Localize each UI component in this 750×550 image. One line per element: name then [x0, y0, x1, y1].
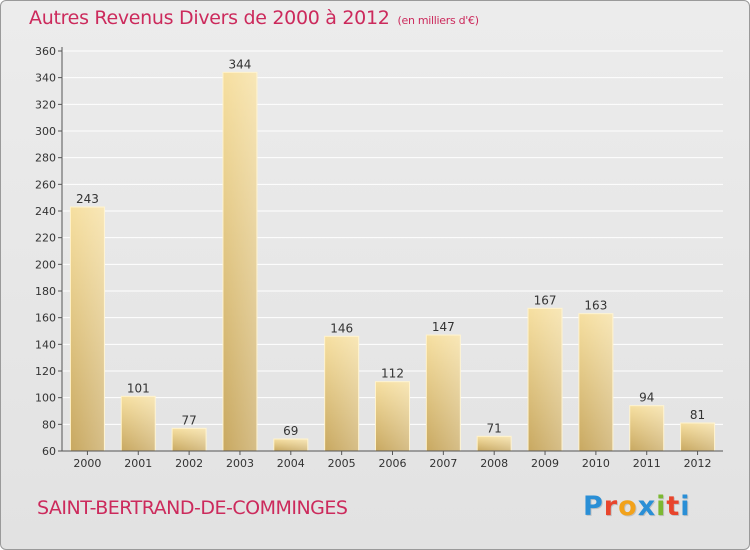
y-axis: 60 80 100 120 140 160 180 200 220 240 260 280 300 320…: [35, 45, 63, 458]
logo-letter: i: [680, 491, 691, 522]
bar-highlight: [528, 308, 563, 451]
data-label: 243: [76, 192, 99, 206]
data-label: 112: [381, 367, 404, 381]
bar-highlight: [222, 72, 257, 451]
x-tick-label: 2002: [175, 457, 203, 470]
x-tick-label: 2011: [633, 457, 661, 470]
logo-letter: r: [603, 491, 619, 522]
y-tick-label: 100: [35, 392, 56, 405]
y-tick-label: 80: [42, 418, 56, 431]
y-tick-label: 280: [35, 152, 56, 165]
data-labels: 243 101 77 344 69 146 112 147 71 167 163 94 81: [76, 57, 705, 438]
chart-subtitle: (en milliers d'€): [397, 14, 479, 27]
y-tick-label: 180: [35, 285, 56, 298]
x-tick-label: 2010: [582, 457, 610, 470]
bars: [69, 71, 716, 452]
x-tick-label: 2005: [328, 457, 356, 470]
logo-letter: P: [583, 491, 604, 522]
bar-highlight: [477, 436, 512, 451]
data-label: 147: [432, 320, 455, 334]
chart-title: Autres Revenus Divers de 2000 à 2012 (en …: [29, 7, 479, 29]
logo-letter: t: [666, 491, 681, 522]
bar-highlight: [426, 335, 461, 451]
x-tick-label: 2000: [73, 457, 101, 470]
y-tick-label: 200: [35, 258, 56, 271]
bar-highlight: [172, 428, 207, 451]
bar-highlight: [121, 396, 156, 451]
bar-highlight: [680, 423, 715, 451]
bar-highlight: [375, 381, 410, 451]
bar-highlight: [629, 405, 664, 451]
data-label: 167: [534, 293, 557, 307]
y-tick-label: 120: [35, 365, 56, 378]
x-axis: 2000 2001 2002 2003 2004 2005 2006 2007 2008 2009…: [62, 450, 723, 470]
bar-highlight: [578, 313, 613, 451]
bar-highlight: [70, 207, 105, 451]
x-tick-label: 2001: [124, 457, 152, 470]
logo-letter: x: [637, 491, 657, 522]
y-tick-label: 300: [35, 125, 56, 138]
bar-highlight: [273, 439, 308, 451]
bar-highlight: [324, 336, 359, 451]
commune-name: SAINT-BERTRAND-DE-COMMINGES: [37, 497, 348, 519]
x-tick-label: 2003: [226, 457, 254, 470]
proxiti-logo[interactable]: Proxiti: [583, 491, 691, 522]
data-label: 101: [127, 381, 150, 395]
x-tick-label: 2007: [429, 457, 457, 470]
x-tick-label: 2004: [277, 457, 305, 470]
y-tick-label: 140: [35, 338, 56, 351]
x-tick-label: 2006: [379, 457, 407, 470]
data-label: 146: [330, 321, 353, 335]
y-tick-label: 340: [35, 72, 56, 85]
data-label: 69: [283, 424, 298, 438]
y-tick-label: 260: [35, 178, 56, 191]
x-tick-label: 2012: [684, 457, 712, 470]
data-label: 71: [487, 421, 502, 435]
data-label: 77: [181, 413, 196, 427]
x-tick-label: 2009: [531, 457, 559, 470]
y-tick-label: 360: [35, 45, 56, 58]
y-tick-label: 320: [35, 98, 56, 111]
y-tick-label: 60: [42, 445, 56, 458]
data-label: 81: [690, 408, 705, 422]
y-tick-label: 240: [35, 205, 56, 218]
data-label: 344: [229, 57, 252, 71]
y-tick-label: 160: [35, 312, 56, 325]
data-label: 163: [584, 299, 607, 313]
y-tick-label: 220: [35, 232, 56, 245]
x-tick-label: 2008: [480, 457, 508, 470]
logo-letter: i: [656, 491, 667, 522]
chart-title-text: Autres Revenus Divers de 2000 à 2012: [29, 7, 390, 29]
logo-letter: o: [618, 491, 638, 522]
data-label: 94: [639, 391, 654, 405]
